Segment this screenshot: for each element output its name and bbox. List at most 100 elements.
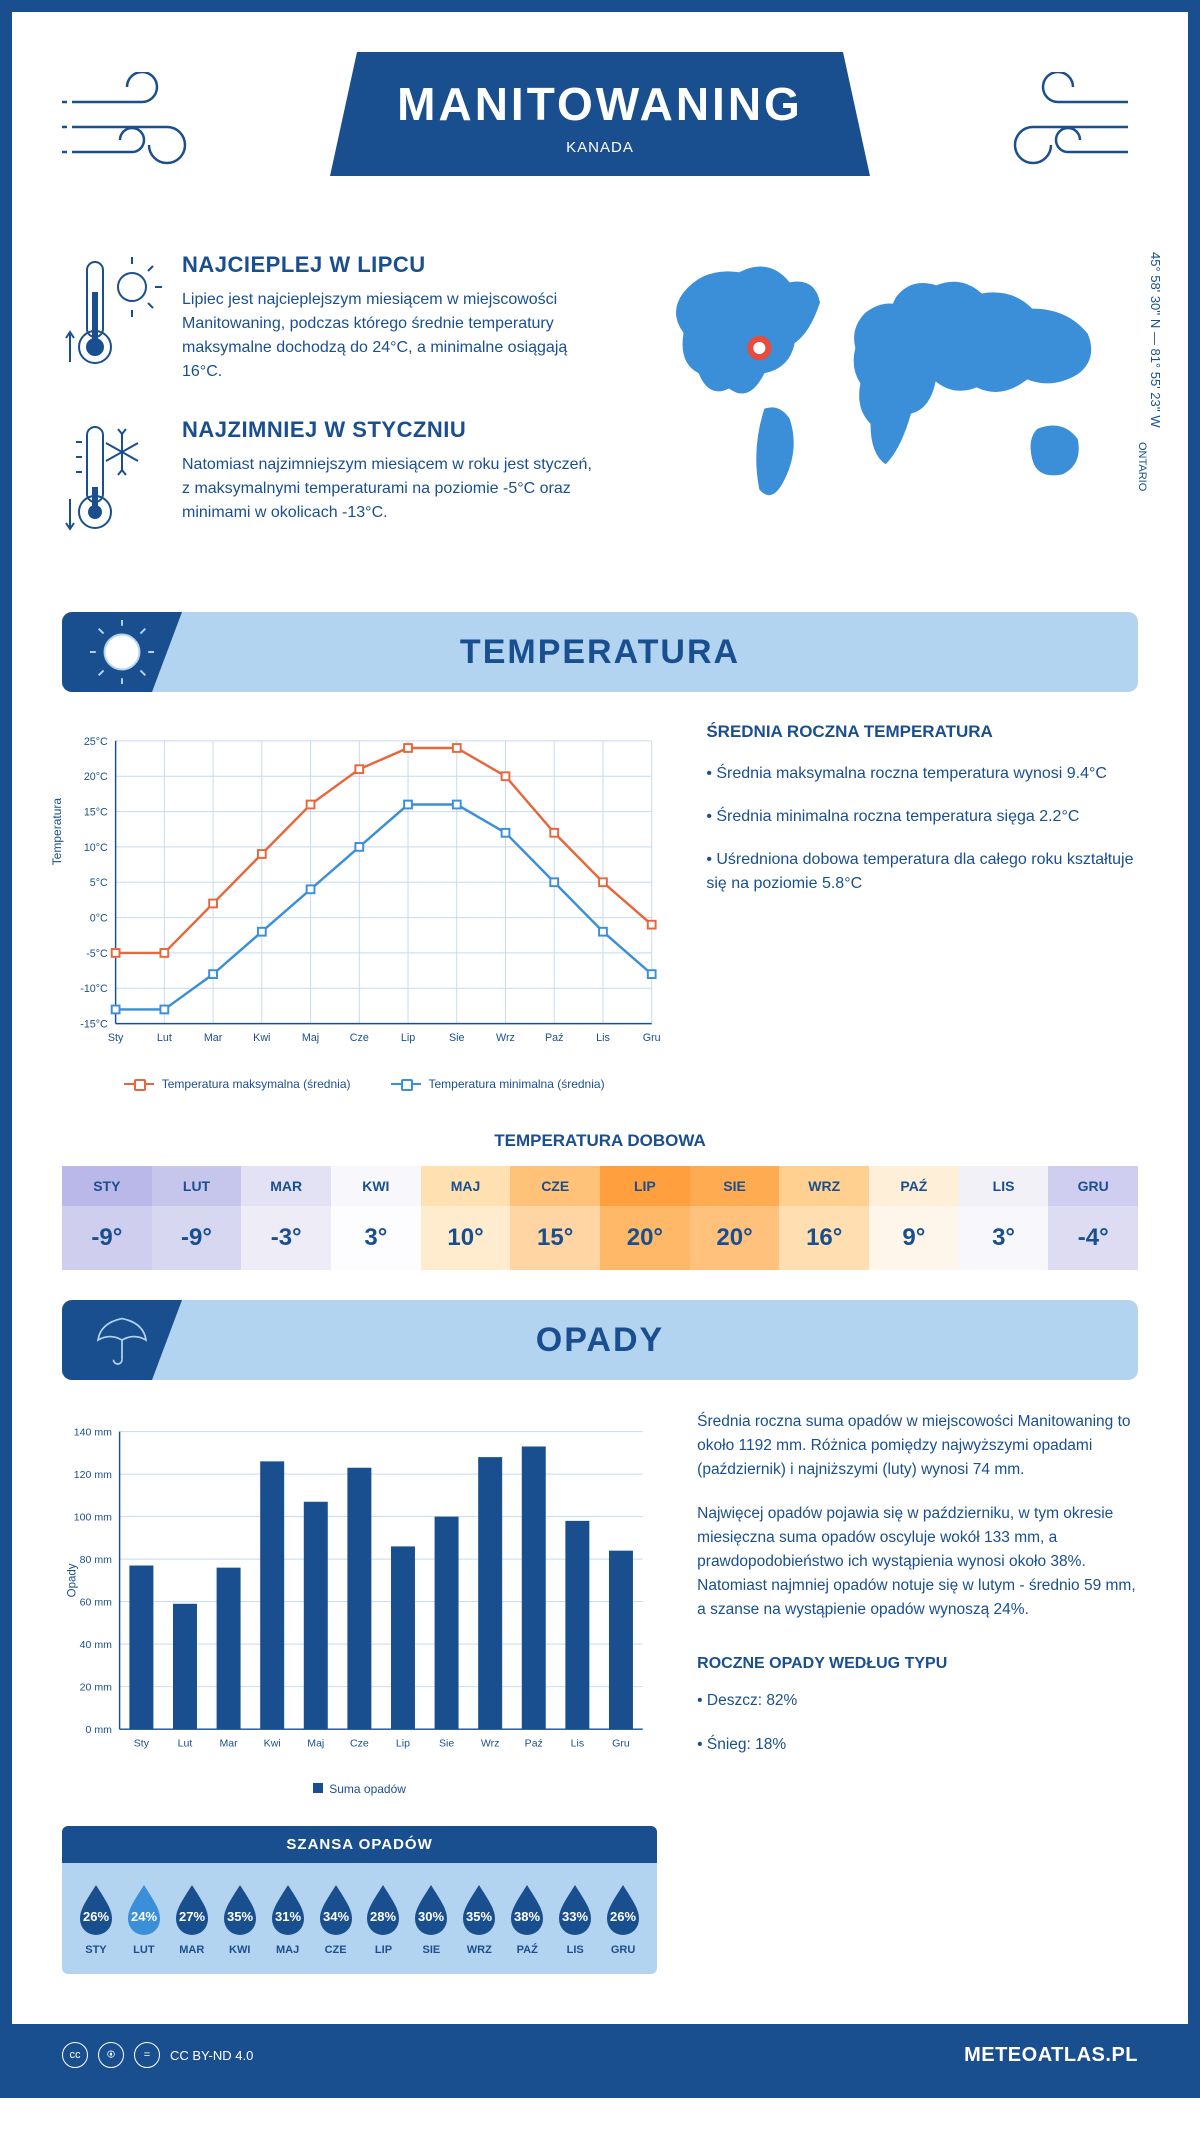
daily-cell: PAŹ 9° bbox=[869, 1166, 959, 1270]
opady-p2: Najwięcej opadów pojawia się w październ… bbox=[697, 1502, 1138, 1622]
svg-text:100 mm: 100 mm bbox=[74, 1511, 112, 1523]
svg-text:33%: 33% bbox=[562, 1909, 588, 1924]
svg-text:30%: 30% bbox=[418, 1909, 444, 1924]
location-marker-icon bbox=[750, 339, 768, 357]
coldest-text: Natomiast najzimniejszym miesiącem w rok… bbox=[182, 453, 593, 525]
by-icon: 🅯 bbox=[98, 2042, 124, 2068]
daily-temp-title: TEMPERATURA DOBOWA bbox=[62, 1131, 1138, 1151]
svg-text:-5°C: -5°C bbox=[86, 948, 108, 960]
svg-text:Sty: Sty bbox=[108, 1032, 124, 1044]
svg-text:20 mm: 20 mm bbox=[80, 1682, 112, 1694]
svg-text:Lip: Lip bbox=[396, 1737, 410, 1749]
opady-p1: Średnia roczna suma opadów w miejscowośc… bbox=[697, 1410, 1138, 1482]
chance-drop: 27% MAR bbox=[170, 1881, 214, 1956]
svg-text:Gru: Gru bbox=[643, 1032, 661, 1044]
svg-text:31%: 31% bbox=[275, 1909, 301, 1924]
daily-temp-table: STY -9° LUT -9° MAR -3° KWI 3° MAJ 10° C… bbox=[62, 1166, 1138, 1270]
svg-text:Kwi: Kwi bbox=[264, 1737, 281, 1749]
chance-drop: 31% MAJ bbox=[266, 1881, 310, 1956]
svg-text:24%: 24% bbox=[131, 1909, 157, 1924]
region-label: ONTARIO bbox=[1136, 442, 1148, 491]
daily-cell: LIS 3° bbox=[959, 1166, 1049, 1270]
header: MANITOWANING KANADA bbox=[62, 52, 1138, 232]
precipitation-title: OPADY bbox=[536, 1321, 664, 1360]
chance-drop: 28% LIP bbox=[361, 1881, 405, 1956]
svg-text:Cze: Cze bbox=[350, 1737, 369, 1749]
chance-drop: 35% KWI bbox=[218, 1881, 262, 1956]
precipitation-section-header: OPADY bbox=[62, 1300, 1138, 1380]
warmest-title: NAJCIEPLEJ W LIPCU bbox=[182, 252, 593, 278]
chance-drops-row: 26% STY 24% LUT 27% MAR 35% KWI 31% MAJ … bbox=[62, 1863, 657, 1974]
chance-drop: 26% GRU bbox=[601, 1881, 645, 1956]
temp-y-label: Temperatura bbox=[50, 798, 64, 865]
opady-type-2: • Śnieg: 18% bbox=[697, 1733, 1138, 1757]
coldest-title: NAJZIMNIEJ W STYCZNIU bbox=[182, 417, 593, 443]
svg-text:80 mm: 80 mm bbox=[80, 1554, 112, 1566]
thermometer-sun-icon bbox=[62, 252, 162, 387]
svg-text:38%: 38% bbox=[514, 1909, 540, 1924]
svg-text:Paź: Paź bbox=[545, 1032, 563, 1044]
umbrella-corner-icon bbox=[62, 1300, 182, 1380]
svg-text:Sty: Sty bbox=[134, 1737, 150, 1749]
svg-text:Maj: Maj bbox=[302, 1032, 319, 1044]
svg-text:Sie: Sie bbox=[439, 1737, 454, 1749]
chance-drop: 24% LUT bbox=[122, 1881, 166, 1956]
daily-cell: MAJ 10° bbox=[421, 1166, 511, 1270]
svg-text:Gru: Gru bbox=[612, 1737, 630, 1749]
svg-text:Lut: Lut bbox=[157, 1032, 172, 1044]
svg-text:Mar: Mar bbox=[204, 1032, 223, 1044]
precipitation-bar-chart: 0 mm20 mm40 mm60 mm80 mm100 mm120 mm140 … bbox=[62, 1410, 657, 1974]
chance-drop: 38% PAŹ bbox=[505, 1881, 549, 1956]
precipitation-summary: Średnia roczna suma opadów w miejscowośc… bbox=[697, 1410, 1138, 1974]
svg-text:34%: 34% bbox=[323, 1909, 349, 1924]
daily-cell: LUT -9° bbox=[152, 1166, 242, 1270]
intro-row: NAJCIEPLEJ W LIPCU Lipiec jest najcieple… bbox=[62, 252, 1138, 582]
legend-min-label: Temperatura minimalna (średnia) bbox=[429, 1077, 605, 1091]
warmest-text: Lipiec jest najcieplejszym miesiącem w m… bbox=[182, 288, 593, 384]
daily-cell: MAR -3° bbox=[241, 1166, 331, 1270]
svg-text:Lis: Lis bbox=[571, 1737, 584, 1749]
temp-summary-title: ŚREDNIA ROCZNA TEMPERATURA bbox=[706, 722, 1138, 742]
temperature-title: TEMPERATURA bbox=[460, 633, 740, 672]
temperature-line-chart: Temperatura -15°C-10°C-5°C0°C5°C10°C15°C… bbox=[62, 722, 666, 1091]
svg-text:Lip: Lip bbox=[401, 1032, 415, 1044]
bar-legend-label: Suma opadów bbox=[329, 1782, 406, 1796]
daily-cell: WRZ 16° bbox=[779, 1166, 869, 1270]
chance-drop: 26% STY bbox=[74, 1881, 118, 1956]
svg-text:Wrz: Wrz bbox=[481, 1737, 500, 1749]
daily-cell: KWI 3° bbox=[331, 1166, 421, 1270]
svg-text:26%: 26% bbox=[83, 1909, 109, 1924]
svg-text:26%: 26% bbox=[610, 1909, 636, 1924]
title-banner: MANITOWANING KANADA bbox=[330, 52, 870, 176]
daily-cell: CZE 15° bbox=[510, 1166, 600, 1270]
coldest-fact: NAJZIMNIEJ W STYCZNIU Natomiast najzimni… bbox=[62, 417, 593, 552]
svg-text:Sie: Sie bbox=[449, 1032, 465, 1044]
coordinates-label: 45° 58' 30'' N — 81° 55' 23'' W bbox=[1148, 252, 1163, 428]
svg-text:-10°C: -10°C bbox=[80, 983, 108, 995]
daily-cell: LIP 20° bbox=[600, 1166, 690, 1270]
nd-icon: = bbox=[134, 2042, 160, 2068]
world-map: 45° 58' 30'' N — 81° 55' 23'' W ONTARIO bbox=[633, 252, 1138, 582]
bar-legend: Suma opadów bbox=[62, 1782, 657, 1796]
site-name: METEOATLAS.PL bbox=[964, 2044, 1138, 2067]
svg-text:120 mm: 120 mm bbox=[74, 1469, 112, 1481]
svg-text:Mar: Mar bbox=[220, 1737, 239, 1749]
opady-type-1: • Deszcz: 82% bbox=[697, 1689, 1138, 1713]
footer: cc 🅯 = CC BY-ND 4.0 METEOATLAS.PL bbox=[12, 2024, 1188, 2086]
svg-text:5°C: 5°C bbox=[90, 877, 108, 889]
svg-text:Cze: Cze bbox=[350, 1032, 369, 1044]
daily-cell: STY -9° bbox=[62, 1166, 152, 1270]
chance-drop: 33% LIS bbox=[553, 1881, 597, 1956]
chance-drop: 30% SIE bbox=[409, 1881, 453, 1956]
svg-text:Lut: Lut bbox=[178, 1737, 193, 1749]
temp-bullet-1: • Średnia maksymalna roczna temperatura … bbox=[706, 762, 1138, 787]
svg-text:Kwi: Kwi bbox=[253, 1032, 270, 1044]
cc-icon: cc bbox=[62, 2042, 88, 2068]
svg-text:27%: 27% bbox=[179, 1909, 205, 1924]
svg-text:20°C: 20°C bbox=[84, 771, 108, 783]
svg-text:Wrz: Wrz bbox=[496, 1032, 515, 1044]
svg-text:60 mm: 60 mm bbox=[80, 1596, 112, 1608]
temp-legend: Temperatura maksymalna (średnia) Tempera… bbox=[62, 1077, 666, 1091]
license-text: CC BY-ND 4.0 bbox=[170, 2048, 253, 2063]
temp-bullet-2: • Średnia minimalna roczna temperatura s… bbox=[706, 805, 1138, 830]
